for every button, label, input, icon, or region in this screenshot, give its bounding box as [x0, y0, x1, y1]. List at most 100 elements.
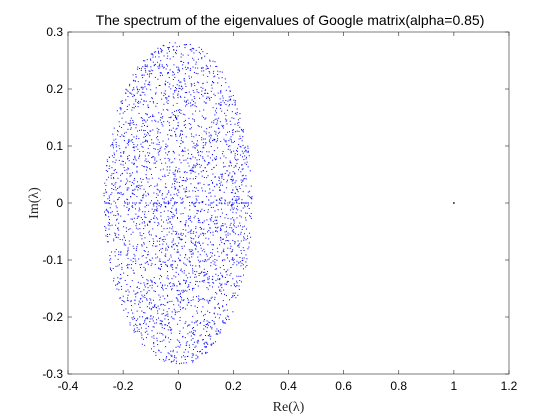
- eigenvalue-point: [225, 89, 227, 91]
- eigenvalue-point: [199, 226, 201, 228]
- eigenvalue-point: [225, 270, 227, 272]
- eigenvalue-point: [221, 110, 223, 112]
- eigenvalue-point: [200, 298, 202, 300]
- eigenvalue-point: [148, 220, 150, 222]
- eigenvalue-point: [173, 49, 175, 51]
- eigenvalue-point: [247, 235, 249, 237]
- eigenvalue-point: [238, 167, 240, 169]
- eigenvalue-point: [162, 198, 164, 200]
- eigenvalue-point: [133, 144, 135, 146]
- eigenvalue-point: [216, 140, 218, 142]
- eigenvalue-point: [170, 256, 172, 258]
- eigenvalue-point: [245, 158, 247, 160]
- eigenvalue-point: [211, 154, 213, 156]
- eigenvalue-point: [174, 114, 176, 116]
- eigenvalue-point: [174, 52, 176, 54]
- eigenvalue-point: [223, 269, 225, 271]
- eigenvalue-point: [233, 196, 235, 198]
- eigenvalue-point: [203, 159, 205, 161]
- eigenvalue-point: [219, 71, 221, 73]
- eigenvalue-point: [176, 88, 178, 90]
- eigenvalue-point: [187, 54, 189, 56]
- eigenvalue-point: [191, 238, 193, 240]
- eigenvalue-point: [180, 109, 182, 111]
- eigenvalue-point: [120, 191, 122, 193]
- eigenvalue-point: [135, 146, 137, 148]
- eigenvalue-point: [230, 151, 232, 153]
- eigenvalue-point: [154, 245, 156, 247]
- eigenvalue-point: [229, 160, 231, 162]
- eigenvalue-point: [127, 156, 129, 158]
- eigenvalue-point: [106, 191, 108, 193]
- eigenvalue-point: [206, 170, 208, 172]
- eigenvalue-point: [243, 225, 245, 227]
- eigenvalue-point: [165, 335, 167, 337]
- eigenvalue-point: [173, 308, 175, 310]
- eigenvalue-point: [226, 143, 228, 145]
- eigenvalue-point: [153, 115, 155, 117]
- eigenvalue-point: [127, 144, 129, 146]
- eigenvalue-point: [137, 291, 139, 293]
- eigenvalue-point: [123, 272, 125, 274]
- eigenvalue-point: [186, 191, 188, 193]
- eigenvalue-point: [172, 217, 174, 219]
- eigenvalue-point: [181, 307, 183, 309]
- eigenvalue-point: [198, 51, 200, 53]
- eigenvalue-point: [213, 282, 215, 284]
- eigenvalue-point: [235, 131, 237, 133]
- eigenvalue-point: [111, 183, 113, 185]
- eigenvalue-point: [139, 68, 141, 70]
- eigenvalue-point: [181, 290, 183, 292]
- eigenvalue-point: [232, 295, 234, 297]
- eigenvalue-point: [184, 147, 186, 149]
- eigenvalue-point: [139, 185, 141, 187]
- eigenvalue-point: [157, 132, 159, 134]
- eigenvalue-point: [149, 115, 151, 117]
- eigenvalue-point: [217, 138, 219, 140]
- eigenvalue-point: [109, 259, 111, 261]
- eigenvalue-point: [226, 315, 228, 317]
- eigenvalue-point: [133, 179, 135, 181]
- eigenvalue-point: [139, 267, 141, 269]
- eigenvalue-point: [145, 69, 147, 71]
- eigenvalue-point: [133, 94, 135, 96]
- eigenvalue-point: [156, 319, 158, 321]
- eigenvalue-point: [221, 203, 223, 205]
- eigenvalue-point: [115, 249, 117, 251]
- eigenvalue-point: [234, 123, 236, 125]
- eigenvalue-point: [140, 297, 142, 299]
- eigenvalue-point: [182, 87, 184, 89]
- eigenvalue-point: [203, 315, 205, 317]
- eigenvalue-point: [225, 317, 227, 319]
- eigenvalue-point: [245, 254, 247, 256]
- eigenvalue-point: [204, 299, 206, 301]
- eigenvalue-point: [150, 218, 152, 220]
- eigenvalue-point: [181, 150, 183, 152]
- eigenvalue-point: [178, 280, 180, 282]
- eigenvalue-point: [166, 311, 168, 313]
- eigenvalue-point: [135, 76, 137, 78]
- eigenvalue-point: [148, 290, 150, 292]
- eigenvalue-point: [174, 91, 176, 93]
- eigenvalue-point: [207, 211, 209, 213]
- eigenvalue-point: [123, 309, 125, 311]
- eigenvalue-point: [142, 77, 144, 79]
- eigenvalue-point: [105, 235, 107, 237]
- eigenvalue-point: [148, 232, 150, 234]
- eigenvalue-point: [225, 214, 227, 216]
- eigenvalue-point: [184, 180, 186, 182]
- eigenvalue-point: [228, 105, 230, 107]
- eigenvalue-point: [230, 285, 232, 287]
- eigenvalue-point: [188, 102, 190, 104]
- eigenvalue-point: [193, 100, 195, 102]
- eigenvalue-point: [225, 99, 227, 101]
- eigenvalue-point: [229, 172, 231, 174]
- eigenvalue-point: [127, 266, 129, 268]
- eigenvalue-point: [165, 264, 167, 266]
- eigenvalue-point: [232, 189, 234, 191]
- eigenvalue-point: [165, 93, 167, 95]
- eigenvalue-point: [198, 241, 200, 243]
- eigenvalue-point: [155, 105, 157, 107]
- eigenvalue-point: [245, 228, 247, 230]
- eigenvalue-point: [131, 218, 133, 220]
